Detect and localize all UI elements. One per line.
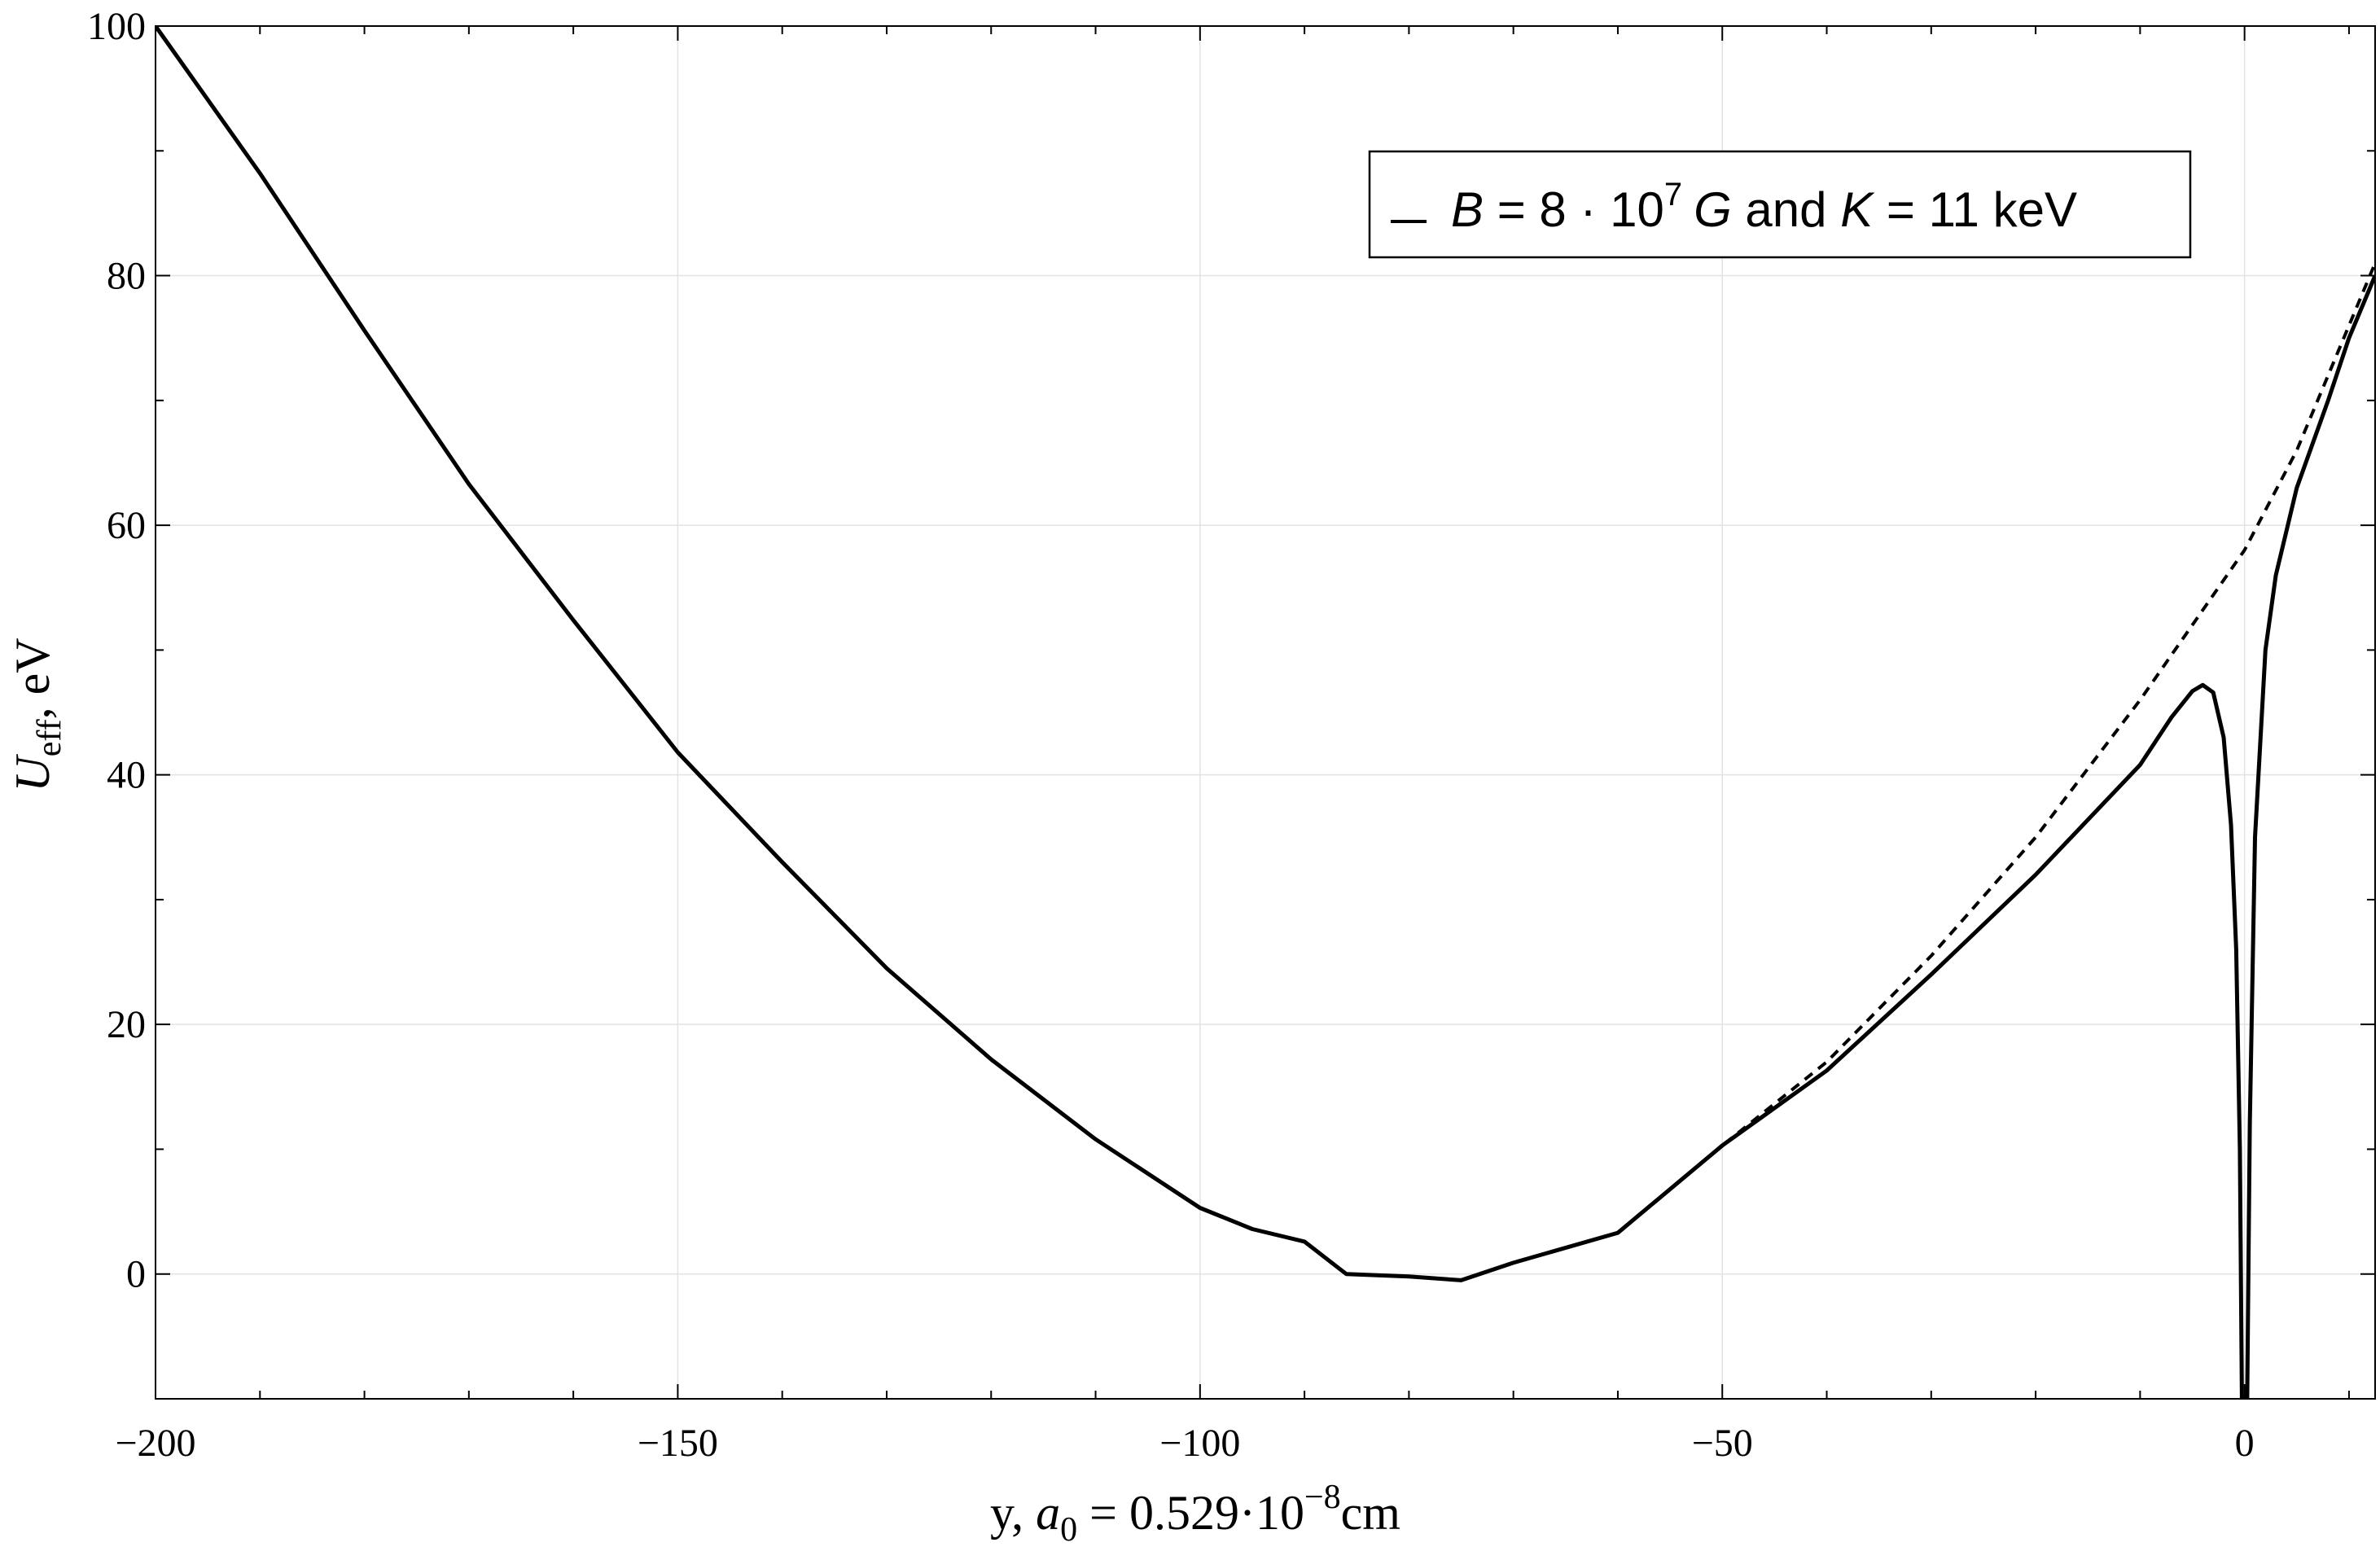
y-tick-label: 100 — [87, 5, 146, 48]
y-tick-label: 80 — [107, 255, 146, 298]
x-axis-label: y, a0 = 0.529·10−8cm — [990, 1479, 1400, 1543]
y-tick-label: 20 — [107, 1003, 146, 1046]
legend-box — [1368, 150, 2192, 259]
x-label-prefix: y, — [990, 1486, 1036, 1540]
series-dashed-line — [156, 26, 2375, 1282]
y-tick-label: 60 — [107, 504, 146, 547]
legend: B = 8 · 107 G and K = 11 keV — [1368, 150, 2192, 259]
x-label-middle: = 0.529·10 — [1077, 1486, 1304, 1540]
y-tick-labels: 0 20 40 60 80 100 — [87, 5, 146, 1296]
x-tick-label: −50 — [1692, 1422, 1753, 1465]
y-axis-label: Ueff, eV — [6, 638, 68, 791]
x-label-suffix: cm — [1341, 1486, 1400, 1540]
x-label-var: a — [1036, 1486, 1060, 1540]
legend-entry-label: B = 8 · 107 G and K = 11 keV — [1451, 177, 2077, 237]
y-label-var: U — [6, 754, 59, 792]
plot-frame — [155, 25, 2376, 1400]
series-group — [156, 26, 2375, 1399]
x-label-sub: 0 — [1060, 1511, 1077, 1543]
series-solid-line — [156, 26, 2375, 1399]
x-tick-label: −100 — [1159, 1422, 1240, 1465]
x-label-sup: −8 — [1304, 1479, 1341, 1516]
y-label-suffix: , eV — [6, 638, 59, 719]
y-tick-label: 40 — [107, 754, 146, 797]
x-tick-label: 0 — [2235, 1422, 2255, 1465]
x-tick-label: −150 — [638, 1422, 718, 1465]
y-tick-label: 0 — [126, 1253, 146, 1296]
x-tick-labels: −200 −150 −100 −50 0 — [115, 1422, 2254, 1465]
y-label-sub: eff — [31, 719, 68, 756]
x-tick-label: −200 — [115, 1422, 195, 1465]
